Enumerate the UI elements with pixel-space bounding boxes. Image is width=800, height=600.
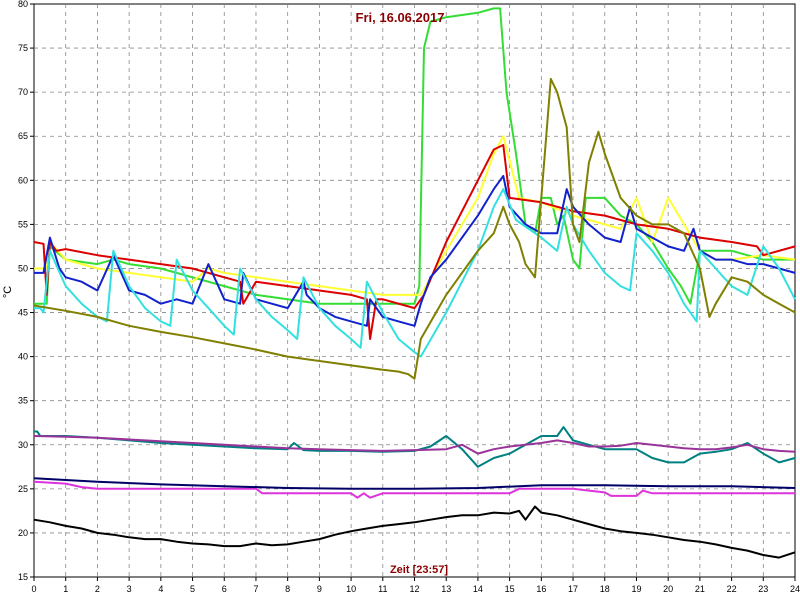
- x-tick-label: 22: [727, 584, 737, 594]
- x-tick-label: 14: [473, 584, 483, 594]
- x-tick-label: 4: [158, 584, 163, 594]
- series-line-6: [33, 77, 796, 380]
- y-tick-label: 25: [18, 484, 28, 494]
- series-line-8: [33, 435, 796, 455]
- x-tick-label: 23: [758, 584, 768, 594]
- x-tick-label: 21: [695, 584, 705, 594]
- y-tick-label: 30: [18, 440, 28, 450]
- series-line-11: [33, 505, 796, 559]
- y-tick-label: 65: [18, 131, 28, 141]
- series-line-9: [33, 480, 795, 499]
- y-tick-label: 80: [18, 0, 28, 9]
- x-tick-label: 15: [505, 584, 515, 594]
- x-tick-label: 11: [378, 584, 387, 594]
- x-tick-label: 2: [95, 584, 100, 594]
- series-layer: [33, 7, 796, 559]
- x-tick-label: 3: [127, 584, 132, 594]
- series-line-10: [33, 477, 796, 490]
- series-line-7: [34, 426, 796, 468]
- series-line-4: [34, 174, 796, 327]
- y-tick-label: 40: [18, 352, 28, 362]
- x-tick-label: 16: [536, 584, 546, 594]
- x-tick-label: 17: [568, 584, 578, 594]
- x-tick-label: 10: [346, 584, 356, 594]
- x-tick-label: 0: [31, 584, 36, 594]
- x-tick-label: 9: [317, 584, 322, 594]
- plot-border: [33, 3, 796, 578]
- x-axis-label: Zeit [23:57]: [390, 564, 448, 576]
- y-axis-label: °C: [2, 286, 14, 298]
- series-line-5: [34, 188, 796, 358]
- y-tick-label: 70: [18, 87, 28, 97]
- x-tick-label: 19: [631, 584, 641, 594]
- x-tick-label: 6: [222, 584, 227, 594]
- x-tick-label: 12: [409, 584, 419, 594]
- y-tick-label: 20: [18, 528, 28, 538]
- x-tick-label: 7: [253, 584, 258, 594]
- x-tick-label: 18: [600, 584, 610, 594]
- x-tick-label: 1: [63, 584, 68, 594]
- y-axis-ticks: 15 20 25 30 35 40 45 50 55 60 65 70 75 80: [18, 0, 34, 582]
- y-tick-label: 60: [18, 175, 28, 185]
- x-tick-label: 20: [663, 584, 673, 594]
- x-tick-label: 8: [285, 584, 290, 594]
- x-tick-label: 24: [790, 584, 800, 594]
- x-axis-ticks: 0 1 2 3 4 5 6 7 8 9 10 11 12 13 14 15 16 17 18 19 20 21 22 23 24: [31, 577, 800, 594]
- y-tick-label: 45: [18, 308, 28, 318]
- chart-title: Fri, 16.06.2017: [356, 10, 445, 25]
- y-tick-label: 15: [18, 572, 28, 582]
- y-tick-label: 75: [18, 43, 28, 53]
- x-tick-label: 5: [190, 584, 195, 594]
- y-tick-label: 55: [18, 219, 28, 229]
- x-tick-label: 13: [441, 584, 451, 594]
- y-tick-label: 35: [18, 396, 28, 406]
- y-tick-label: 50: [18, 263, 28, 273]
